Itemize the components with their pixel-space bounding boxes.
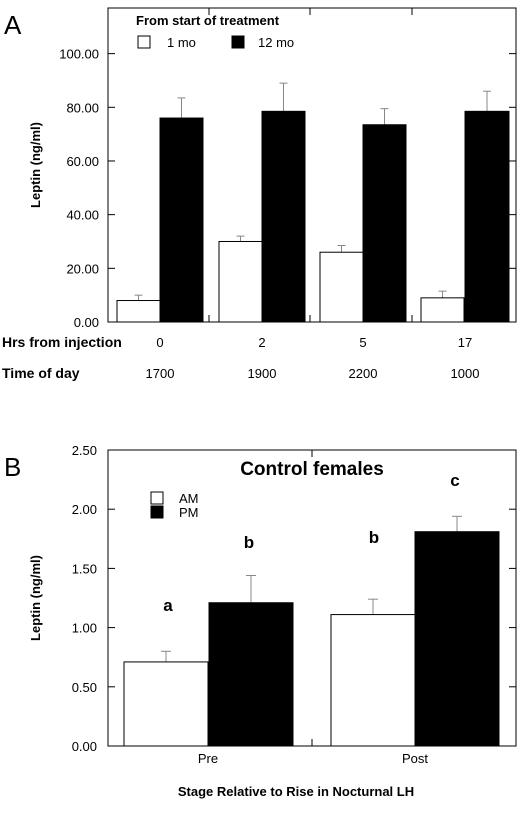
- y-tick-label: 0.50: [72, 680, 97, 695]
- bar: [123, 661, 209, 747]
- x-tick-label: Pre: [198, 751, 218, 766]
- legend-title: From start of treatment: [136, 13, 280, 28]
- x-tick-label: 17: [458, 335, 472, 350]
- y-tick-label: 0.00: [74, 315, 99, 330]
- x-tick-label: 2: [258, 335, 265, 350]
- bar: [261, 110, 306, 323]
- panel-label: B: [4, 452, 21, 482]
- legend-swatch: [137, 35, 151, 49]
- chart-title: Control females: [240, 459, 384, 480]
- panel-label: A: [4, 10, 22, 40]
- x-tick-label: 1700: [146, 366, 175, 381]
- y-tick-label: 0.00: [72, 739, 97, 754]
- x-tick-label: 0: [156, 335, 163, 350]
- y-tick-label: 20.00: [66, 261, 99, 276]
- significance-letter: b: [244, 533, 254, 552]
- bar: [330, 614, 416, 747]
- legend-label: AM: [179, 491, 199, 506]
- legend-swatch: [150, 505, 164, 519]
- significance-letter: c: [450, 471, 459, 490]
- legend-label: 1 mo: [167, 35, 196, 50]
- y-tick-label: 2.50: [72, 443, 97, 458]
- y-tick-label: 60.00: [66, 154, 99, 169]
- x-tick-label: 1900: [248, 366, 277, 381]
- panel-b: B 0.00 0.50 1.00 1.50 2.00 2.50 Leptin (ng/ml) C…: [4, 443, 517, 799]
- x-row-label: Time of day: [2, 365, 80, 381]
- significance-letter: a: [163, 596, 173, 615]
- y-axis-label: Leptin (ng/ml): [28, 555, 43, 641]
- bar: [208, 602, 294, 747]
- x-tick-label: 2200: [349, 366, 378, 381]
- panel-a: A 0.00 20.00 40.00 60.00 80.00 100.00 Leptin (n…: [2, 7, 517, 381]
- y-tick-label: 100.00: [59, 47, 99, 62]
- y-tick-label: 80.00: [66, 100, 99, 115]
- x-axis-label: Stage Relative to Rise in Nocturnal LH: [178, 784, 414, 799]
- bar: [362, 124, 407, 323]
- legend-swatch: [150, 491, 164, 505]
- legend-label: PM: [179, 505, 199, 520]
- x-row-label: Hrs from injection: [2, 334, 122, 350]
- bar: [159, 117, 204, 323]
- bar: [319, 251, 364, 323]
- legend-swatch: [231, 35, 245, 49]
- bar: [116, 300, 161, 323]
- x-tick-label: Post: [402, 751, 428, 766]
- bar: [464, 110, 510, 323]
- y-tick-label: 1.50: [72, 561, 97, 576]
- x-tick-label: 1000: [451, 366, 480, 381]
- legend-label: 12 mo: [258, 35, 294, 50]
- bar: [420, 297, 465, 323]
- bar: [414, 531, 500, 747]
- bar: [218, 240, 263, 323]
- x-tick-label: 5: [359, 335, 366, 350]
- y-tick-label: 1.00: [72, 621, 97, 636]
- y-axis-label: Leptin (ng/ml): [28, 122, 43, 208]
- significance-letter: b: [369, 528, 379, 547]
- y-tick-label: 2.00: [72, 502, 97, 517]
- plot-frame: [107, 7, 517, 323]
- y-tick-label: 40.00: [66, 208, 99, 223]
